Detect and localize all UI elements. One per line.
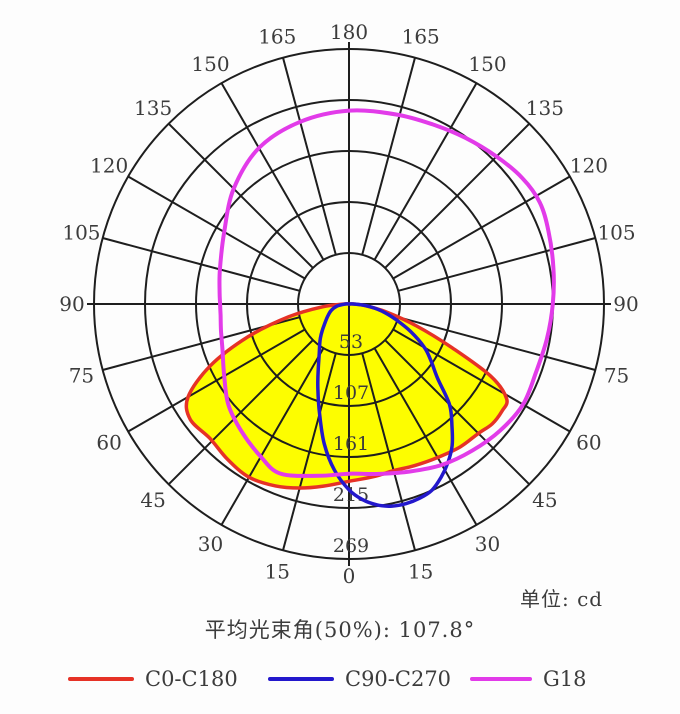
series-curve-g18 [217, 108, 556, 478]
legend-item-g18: G18 [470, 663, 587, 695]
angle-label: 150 [468, 52, 506, 76]
angle-label: 105 [597, 220, 635, 244]
ring-value-label: 269 [333, 535, 369, 557]
grid-spoke [127, 175, 306, 280]
grid-spoke [361, 57, 416, 255]
angle-label: 105 [62, 220, 100, 244]
grid-spoke [167, 122, 314, 269]
legend-label-c90-c270: C90-C270 [345, 667, 452, 691]
grid-spoke [398, 316, 596, 371]
angle-label: 45 [532, 488, 557, 512]
angle-label: 120 [90, 154, 128, 178]
legend-line-c0-c180 [68, 677, 134, 681]
grid-spoke [167, 339, 314, 486]
angle-label: 0 [343, 564, 356, 588]
legend-line-g18 [470, 677, 532, 681]
unit-label: 单位: cd [520, 587, 604, 611]
grid-spoke [127, 328, 306, 433]
ring-value-label: 107 [333, 382, 369, 404]
curves [184, 108, 556, 508]
legend-item-c0-c180: C0-C180 [68, 663, 238, 695]
grid-spoke [392, 175, 571, 280]
angle-label: 30 [198, 532, 223, 556]
angle-label: 15 [408, 560, 433, 584]
grid-spoke [398, 237, 596, 292]
angle-label: 90 [613, 292, 638, 316]
grid-spoke [282, 353, 337, 551]
angle-label: 165 [258, 24, 296, 48]
series-curve-c90-c270 [316, 302, 455, 508]
angle-label: 135 [134, 96, 172, 120]
legend-label-g18: G18 [543, 667, 587, 691]
ring-value-label: 215 [333, 484, 369, 506]
grid-spoke [220, 347, 325, 526]
grid-spoke [373, 347, 478, 526]
grid-spoke [361, 353, 416, 551]
legend-label-c0-c180: C0-C180 [145, 667, 238, 691]
grid-spoke [384, 339, 531, 486]
angle-label: 60 [576, 431, 601, 455]
ring-value-label: 53 [339, 331, 363, 353]
grid-spoke [102, 237, 300, 292]
legend: C0-C180 C90-C270 G18 [0, 663, 680, 695]
angle-label: 75 [69, 364, 94, 388]
legend-item-c90-c270: C90-C270 [268, 663, 451, 695]
grid-spoke [373, 82, 478, 261]
beam-angle-caption: 平均光束角(50%): 107.8° [204, 618, 476, 642]
angle-label: 180 [330, 20, 368, 44]
angle-label: 45 [140, 488, 165, 512]
angle-label: 75 [604, 364, 629, 388]
grid-spoke [384, 122, 531, 269]
angle-label: 165 [402, 24, 440, 48]
ring-value-labels: 53 107 161 215 269 [333, 331, 369, 557]
angle-label: 30 [475, 532, 500, 556]
series-curve-c0-c180 [184, 302, 509, 490]
angle-label: 15 [265, 560, 290, 584]
angle-label: 135 [526, 96, 564, 120]
legend-line-c90-c270 [268, 677, 334, 681]
angle-label: 90 [59, 292, 84, 316]
angle-label: 60 [96, 431, 121, 455]
angle-labels: 0 15 15 30 30 45 45 60 60 75 75 90 90 105 105 120 120 135… [59, 20, 638, 588]
angle-label: 120 [570, 154, 608, 178]
grid-spoke [282, 57, 337, 255]
angle-label: 150 [191, 52, 229, 76]
grid-spoke [220, 82, 325, 261]
ring-value-label: 161 [333, 433, 369, 455]
